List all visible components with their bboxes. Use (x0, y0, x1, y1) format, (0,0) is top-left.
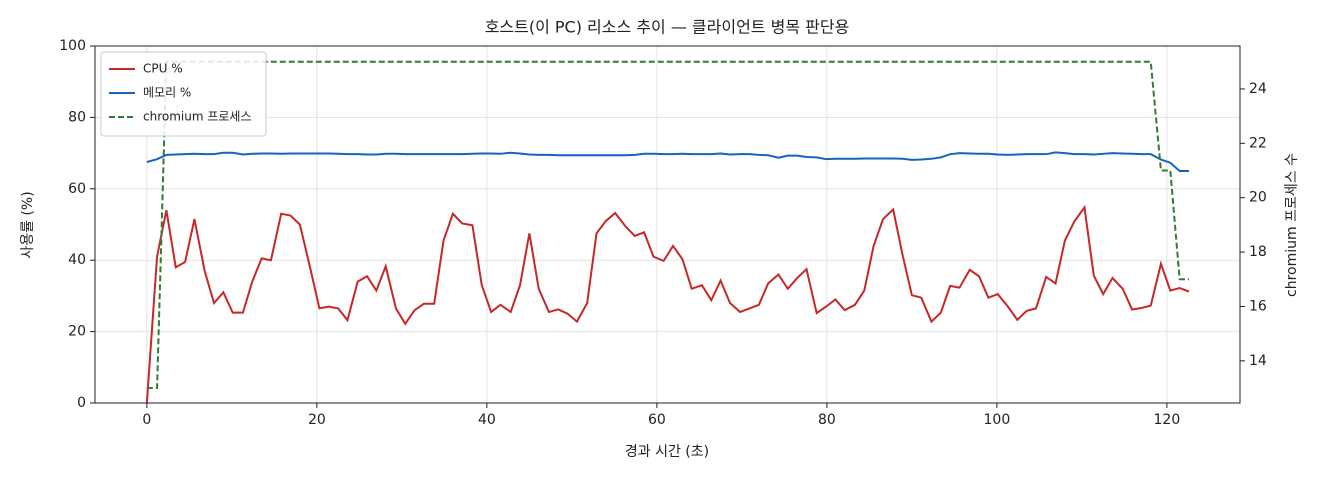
y-tick-label: 0 (77, 395, 86, 411)
y2-tick-label: 24 (1249, 81, 1267, 97)
legend-label: chromium 프로세스 (143, 110, 252, 124)
legend-label: CPU % (143, 62, 183, 76)
x-tick-label: 120 (1154, 412, 1181, 428)
y2-tick-label: 20 (1249, 190, 1267, 206)
x-tick-label: 0 (142, 412, 151, 428)
legend-box (100, 51, 267, 137)
y2-tick-label: 18 (1249, 244, 1267, 260)
y2-tick-label: 14 (1249, 353, 1267, 369)
x-tick-label: 20 (308, 412, 326, 428)
x-tick-label: 40 (478, 412, 496, 428)
series-line (146, 60, 1189, 390)
y2-tick-label: 22 (1249, 135, 1267, 151)
legend-label: 메모리 % (143, 86, 191, 100)
chart-title: 호스트(이 PC) 리소스 추이 — 클라이언트 병목 판단용 (485, 18, 850, 37)
y-tick-label: 80 (68, 109, 86, 125)
series-line (146, 151, 1189, 172)
y2-axis-label: chromium 프로세스 수 (1284, 153, 1300, 297)
y2-tick-label: 16 (1249, 298, 1267, 314)
y-tick-label: 40 (68, 252, 86, 268)
x-tick-label: 80 (818, 412, 836, 428)
x-axis-label: 경과 시간 (초) (625, 444, 709, 460)
y-tick-label: 20 (68, 324, 86, 340)
y-axis-label: 사용률 (%) (20, 191, 36, 258)
plot-frame (94, 45, 1241, 404)
y-tick-label: 60 (68, 181, 86, 197)
x-tick-label: 60 (648, 412, 666, 428)
x-tick-label: 100 (984, 412, 1011, 428)
series-line (145, 204, 1190, 404)
y-tick-label: 100 (59, 38, 86, 54)
